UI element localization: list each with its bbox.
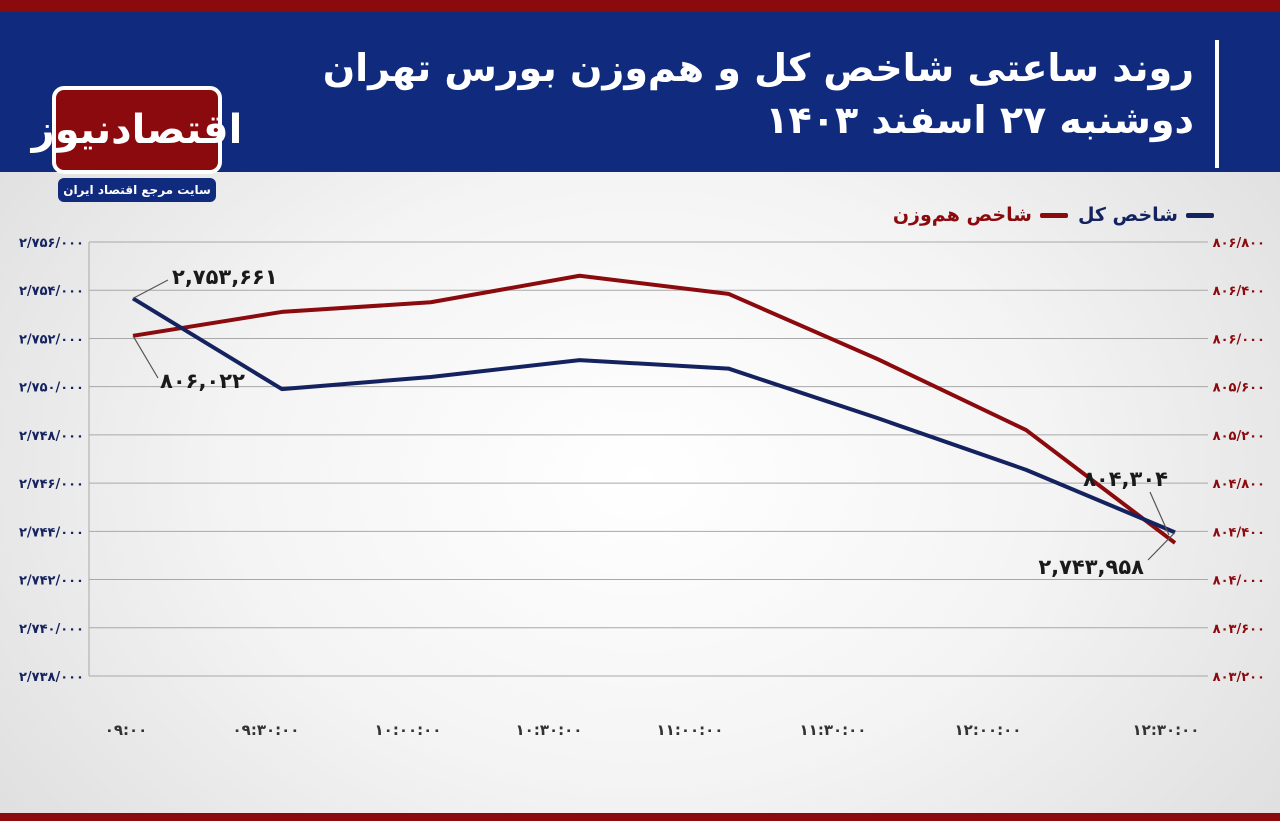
x-axis-tick-label: ۱۱:۳۰:۰۰ <box>800 721 867 739</box>
brand-tagline: سایت مرجع اقتصاد ایران <box>58 178 216 202</box>
x-axis-tick-label: ۱۲:۳۰:۰۰ <box>1133 721 1200 739</box>
brand-logo: اقتصادنیوز <box>32 86 242 174</box>
right-axis-tick-label: ۸۰۶/۰۰۰ <box>1213 332 1265 347</box>
data-label-equal-weight-end: ۸۰۴,۳۰۴ <box>1083 467 1168 491</box>
left-axis-tick-label: ۲/۷۵۴/۰۰۰ <box>19 284 84 299</box>
legend-item-total: شاخص کل <box>1078 204 1214 226</box>
brand-logo-text: اقتصادنیوز <box>31 107 243 153</box>
data-label-total-end: ۲,۷۴۳,۹۵۸ <box>1038 555 1144 579</box>
left-axis-tick-label: ۲/۷۵۶/۰۰۰ <box>19 236 84 251</box>
x-axis-tick-label: ۱۲:۰۰:۰۰ <box>955 721 1022 739</box>
data-label-leader <box>1149 491 1170 536</box>
x-axis-tick-label: ۰۹:۳۰:۰۰ <box>233 721 300 739</box>
legend-item-equal-weight: شاخص هم‌وزن <box>893 204 1068 226</box>
x-axis-tick-label: ۱۰:۳۰:۰۰ <box>516 721 583 739</box>
chart-legend: شاخص هم‌وزن شاخص کل <box>893 202 1214 228</box>
title-divider <box>1215 40 1219 168</box>
x-axis-tick-label: ۰۹:۰۰ <box>105 721 148 739</box>
top-accent-strip <box>0 0 1280 12</box>
left-axis-tick-label: ۲/۷۴۲/۰۰۰ <box>19 574 84 589</box>
page-title: روند ساعتی شاخص کل و هم‌وزن بورس تهران <box>322 46 1194 90</box>
left-axis-tick-label: ۲/۷۴۶/۰۰۰ <box>19 477 84 492</box>
legend-label-equal-weight: شاخص هم‌وزن <box>892 204 1032 226</box>
series-line-total <box>131 296 1176 535</box>
right-axis-tick-label: ۸۰۶/۸۰۰ <box>1213 236 1265 251</box>
series-line-equal-weight <box>132 273 1177 545</box>
data-label-leader <box>132 279 169 299</box>
right-axis-tick-label: ۸۰۵/۶۰۰ <box>1213 381 1265 396</box>
bottom-accent-strip <box>0 813 1280 821</box>
legend-swatch-total <box>1186 212 1214 218</box>
data-label-leader <box>1147 531 1176 561</box>
left-axis-tick-label: ۲/۷۴۴/۰۰۰ <box>19 525 84 540</box>
legend-label-total: شاخص کل <box>1077 204 1178 226</box>
right-axis-tick-label: ۸۰۶/۴۰۰ <box>1213 284 1265 299</box>
left-axis-tick-label: ۲/۷۳۸/۰۰۰ <box>19 670 84 685</box>
right-axis-tick-label: ۸۰۴/۰۰۰ <box>1213 574 1265 589</box>
data-label-equal-weight-start: ۸۰۶,۰۲۲ <box>160 369 245 393</box>
left-axis-tick-label: ۲/۷۵۲/۰۰۰ <box>19 332 84 347</box>
left-axis-tick-label: ۲/۷۴۰/۰۰۰ <box>19 622 84 637</box>
data-label-leader <box>132 335 159 379</box>
legend-swatch-equal-weight <box>1039 212 1068 218</box>
right-axis-tick-label: ۸۰۴/۸۰۰ <box>1213 477 1265 492</box>
left-axis-tick-label: ۲/۷۵۰/۰۰۰ <box>19 381 84 396</box>
right-axis-tick-label: ۸۰۴/۴۰۰ <box>1213 525 1265 540</box>
right-axis-tick-label: ۸۰۳/۲۰۰ <box>1213 670 1265 685</box>
x-axis-tick-label: ۱۱:۰۰:۰۰ <box>657 721 724 739</box>
data-label-total-start: ۲,۷۵۳,۶۶۱ <box>172 265 278 289</box>
left-axis-tick-label: ۲/۷۴۸/۰۰۰ <box>19 429 84 444</box>
x-axis-tick-label: ۱۰:۰۰:۰۰ <box>375 721 442 739</box>
page-subtitle: دوشنبه ۲۷ اسفند ۱۴۰۳ <box>765 98 1194 142</box>
right-axis-tick-label: ۸۰۵/۲۰۰ <box>1213 429 1265 444</box>
right-axis-tick-label: ۸۰۳/۶۰۰ <box>1213 622 1265 637</box>
